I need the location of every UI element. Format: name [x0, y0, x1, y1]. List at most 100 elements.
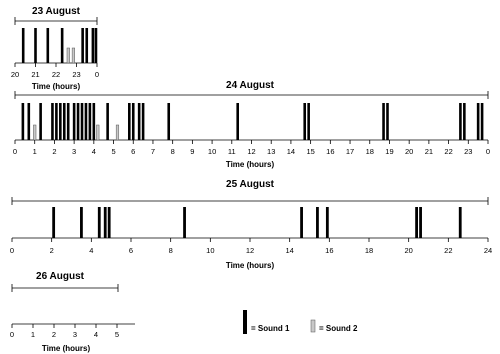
sound-1-bar-4 — [55, 103, 58, 140]
x-axis-label: Time (hours) — [226, 261, 275, 270]
x-tick-label-4: 8 — [169, 246, 173, 255]
x-tick-label-0: 0 — [10, 330, 14, 339]
sound-2-bar-1 — [96, 124, 100, 141]
sound-1-bar-1 — [27, 103, 31, 140]
x-tick-label-1: 2 — [50, 246, 54, 255]
sound-1-bar-2 — [39, 103, 42, 140]
legend: = Sound 1 = Sound 2 — [243, 310, 358, 334]
sound-2-bar-0 — [66, 47, 70, 64]
x-tick-label-13: 13 — [267, 147, 275, 156]
legend-swatch-sound-1 — [243, 310, 247, 334]
sound-1-bar-1 — [80, 207, 83, 238]
sound-1-bar-12 — [88, 103, 92, 140]
panel-25-august: 25 August 0 2 4 6 8 10 12 14 16 18 20 22 24 Time (ho… — [10, 179, 492, 270]
sound-1-bar-26 — [463, 103, 466, 140]
panel-26-august: 26 August 0 1 2 3 4 5 Time (hours) — [10, 271, 135, 353]
bars — [21, 103, 484, 141]
x-tick-label-1: 1 — [33, 147, 37, 156]
x-tick-label-9: 9 — [190, 147, 194, 156]
sound-1-bar-28 — [480, 103, 484, 140]
x-tick-label-0: 0 — [10, 246, 14, 255]
x-tick-label-16: 16 — [326, 147, 334, 156]
x-tick-label-17: 17 — [346, 147, 354, 156]
sound-1-bar-10 — [80, 103, 84, 140]
x-tick-label-11: 22 — [444, 246, 452, 255]
x-tick-label-0: 20 — [11, 70, 19, 79]
sound-1-bar-10 — [419, 207, 422, 238]
sound-1-bar-11 — [84, 103, 88, 140]
sound-1-bar-14 — [106, 103, 109, 140]
x-tick-label-20: 20 — [405, 147, 413, 156]
x-tick-label-2: 2 — [52, 330, 56, 339]
x-ticks: 0 1 2 3 4 5 6 7 8 9 10 11 12 13 14 15 16 17 18 19 20 21 22 23 0 — [13, 140, 490, 156]
x-tick-label-9: 18 — [365, 246, 373, 255]
panel-title: 26 August — [36, 271, 85, 282]
sound-1-bar-16 — [131, 103, 135, 140]
panel-23-august: 23 August 20 21 22 23 0 Time (hours) — [11, 6, 99, 91]
x-tick-label-8: 16 — [325, 246, 333, 255]
x-tick-label-4: 4 — [92, 147, 96, 156]
x-tick-label-18: 18 — [366, 147, 374, 156]
x-tick-label-3: 3 — [73, 330, 77, 339]
sound-1-bar-17 — [137, 103, 141, 140]
sound-1-bar-7 — [316, 207, 319, 238]
sound-1-bar-8 — [325, 207, 329, 238]
sound-2-bar-0 — [33, 124, 37, 141]
x-tick-label-6: 12 — [246, 246, 254, 255]
panel-title: 24 August — [226, 80, 275, 91]
x-tick-label-3: 6 — [129, 246, 133, 255]
sound-1-bar-6 — [300, 207, 303, 238]
bars — [52, 207, 462, 238]
x-tick-label-4: 0 — [95, 70, 99, 79]
sound-1-bar-0 — [52, 207, 56, 238]
x-ticks: 0 2 4 6 8 10 12 14 16 18 20 22 24 — [10, 238, 492, 255]
sound-1-bar-5 — [85, 28, 89, 63]
sound-1-bar-8 — [72, 103, 76, 140]
x-tick-label-8: 8 — [171, 147, 175, 156]
x-tick-label-2: 22 — [52, 70, 60, 79]
x-tick-label-7: 7 — [151, 147, 155, 156]
x-tick-label-10: 10 — [208, 147, 216, 156]
sound-1-bar-5 — [183, 207, 186, 238]
sound-1-bar-15 — [128, 103, 131, 140]
sound-1-bar-2 — [46, 28, 50, 63]
sound-1-bar-21 — [303, 103, 307, 140]
x-tick-label-12: 24 — [484, 246, 492, 255]
x-tick-label-11: 11 — [228, 147, 236, 156]
x-tick-label-24: 0 — [486, 147, 490, 156]
sound-1-bar-19 — [167, 103, 171, 140]
x-tick-label-4: 4 — [94, 330, 98, 339]
x-tick-label-7: 14 — [285, 246, 293, 255]
legend-label-sound-2: = Sound 2 — [319, 324, 358, 333]
panel-24-august: 24 August 0 1 2 3 4 5 6 7 8 9 10 11 12 13 14 15 16 17 18 19… — [13, 80, 490, 169]
sound-1-bar-4 — [107, 207, 111, 238]
sound-1-bar-11 — [458, 207, 462, 238]
x-tick-label-23: 23 — [464, 147, 472, 156]
x-tick-label-10: 20 — [404, 246, 412, 255]
sound-1-bar-3 — [51, 103, 54, 140]
sound-1-bar-25 — [459, 103, 462, 140]
x-ticks: 0 1 2 3 4 5 — [10, 324, 119, 339]
sound-1-bar-2 — [97, 207, 101, 238]
sound-1-bar-24 — [386, 103, 389, 140]
panel-title: 23 August — [32, 6, 81, 17]
sound-1-bar-22 — [307, 103, 310, 140]
sound-1-bar-13 — [92, 103, 96, 140]
sound-1-bar-3 — [103, 207, 107, 238]
sound-1-bar-3 — [60, 28, 64, 63]
sound-1-bar-27 — [476, 103, 480, 140]
x-tick-label-5: 5 — [111, 147, 115, 156]
x-tick-label-21: 21 — [425, 147, 433, 156]
sound-1-bar-4 — [81, 28, 84, 63]
sound-1-bar-0 — [21, 103, 25, 140]
sound-1-bar-5 — [59, 103, 62, 140]
x-tick-label-22: 22 — [444, 147, 452, 156]
x-tick-label-1: 1 — [31, 330, 35, 339]
x-tick-label-19: 19 — [385, 147, 393, 156]
x-tick-label-14: 14 — [287, 147, 295, 156]
sound-2-bar-1 — [71, 47, 75, 64]
sound-1-bar-18 — [141, 103, 145, 140]
sound-1-bar-9 — [76, 103, 80, 140]
x-tick-label-6: 6 — [131, 147, 135, 156]
